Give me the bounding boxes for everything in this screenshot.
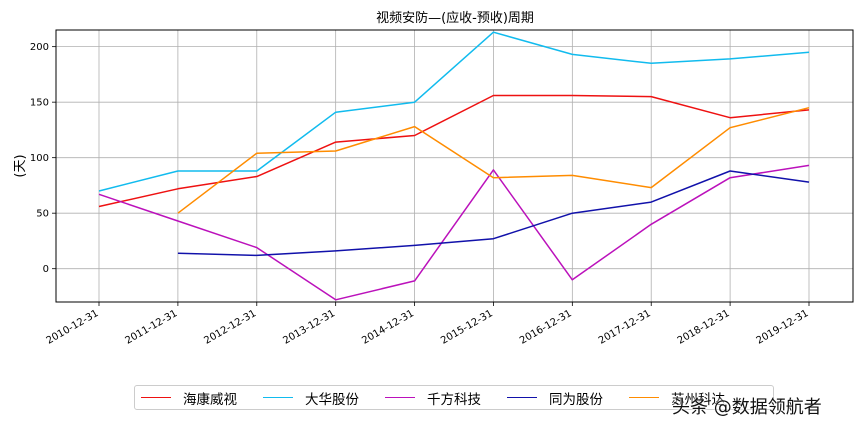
x-axis: 2010-12-31 2011-12-31 2012-12-31 2013-12-31… [45, 302, 811, 347]
y-axis-label: (天) [13, 154, 28, 177]
series-line [177, 106, 810, 214]
legend-swatch [141, 397, 171, 398]
plot-frame [55, 29, 854, 303]
y-tick-label: 100 [30, 153, 49, 164]
x-tick-label: 2016-12-31 [518, 308, 574, 347]
legend-label: 同为股份 [549, 391, 603, 408]
legend-swatch [629, 397, 659, 398]
x-tick-label: 2013-12-31 [281, 308, 337, 347]
legend-item: 同为股份 [507, 388, 603, 408]
x-tick-label: 2010-12-31 [45, 308, 101, 347]
y-tick-label: 200 [30, 42, 49, 53]
legend-item: 海康威视 [141, 388, 237, 408]
legend-item: 苏州科达 [629, 388, 725, 408]
series-line [98, 94, 810, 208]
x-tick-label: 2015-12-31 [439, 308, 495, 347]
x-tick-label: 2019-12-31 [755, 308, 811, 347]
legend-label: 海康威视 [183, 391, 237, 408]
series-lines [98, 31, 810, 301]
y-tick-label: 50 [36, 209, 49, 220]
legend-item: 大华股份 [263, 388, 359, 408]
legend-label: 千方科技 [427, 391, 481, 408]
grid [56, 30, 853, 302]
y-tick-label: 150 [30, 98, 49, 109]
series-line [98, 31, 810, 192]
legend-label: 苏州科达 [671, 391, 725, 408]
legend-item: 千方科技 [385, 388, 481, 408]
x-tick-label: 2017-12-31 [597, 308, 653, 347]
x-tick-label: 2018-12-31 [676, 308, 732, 347]
x-tick-label: 2011-12-31 [124, 308, 180, 347]
x-tick-label: 2012-12-31 [202, 308, 258, 347]
legend-swatch [385, 397, 415, 398]
x-tick-label: 2014-12-31 [360, 308, 416, 347]
y-axis: 0 50 100 150 200 [30, 42, 56, 275]
series-line [177, 170, 810, 257]
y-tick-label: 0 [43, 264, 49, 275]
watermark: 头条 @数据领航者 [672, 397, 822, 418]
chart-title: 视频安防—(应收-预收)周期 [376, 10, 534, 26]
legend-swatch [263, 397, 293, 398]
series-line [98, 164, 810, 301]
legend-swatch [507, 397, 537, 398]
legend-label: 大华股份 [305, 391, 359, 408]
legend: 海康威视 大华股份 千方科技 同为股份 苏州科达 [134, 385, 774, 410]
